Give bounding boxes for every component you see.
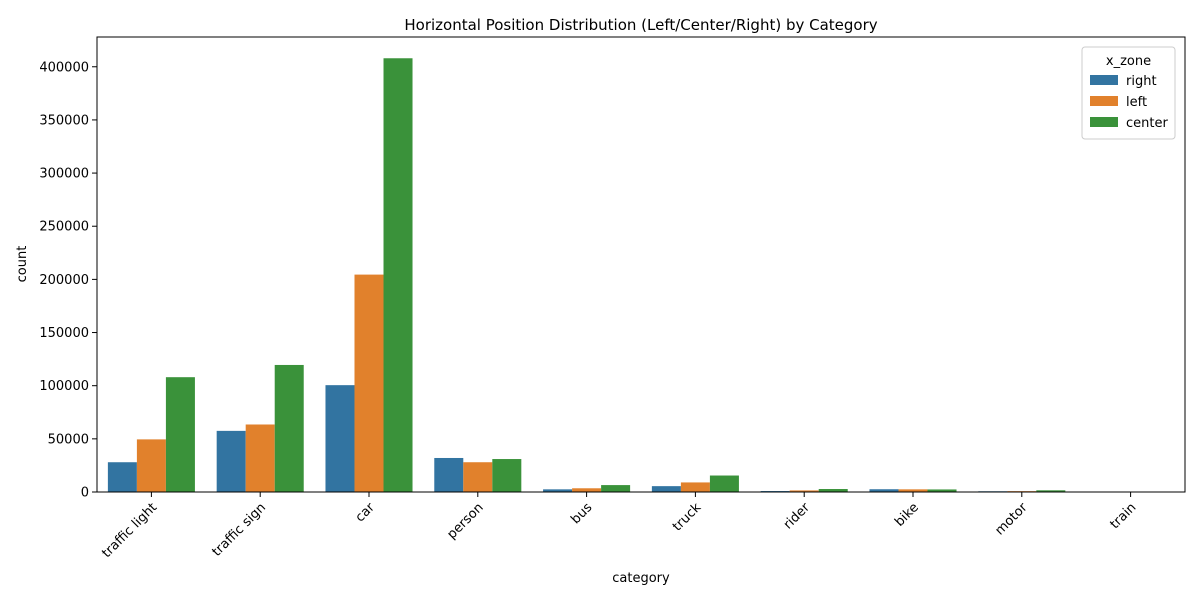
legend-label-center: center	[1126, 116, 1168, 131]
x-tick-label: rider	[781, 500, 814, 533]
y-tick-label: 50000	[48, 432, 89, 447]
bar-right-3	[434, 457, 464, 492]
bar-center-3	[492, 459, 522, 492]
bar-center-6	[818, 489, 848, 492]
bar-left-1	[245, 424, 275, 492]
y-axis-label: count	[15, 246, 30, 283]
x-axis: traffic light traffic sign car person bus tru…	[99, 492, 1139, 561]
bar-right-4	[543, 489, 573, 492]
bars-group	[107, 58, 1175, 492]
bar-left-7	[898, 489, 928, 492]
bar-right-2	[325, 385, 355, 492]
y-tick-label: 300000	[39, 167, 89, 182]
bar-left-2	[354, 274, 384, 492]
bar-left-6	[789, 490, 819, 492]
x-axis-label: category	[612, 571, 670, 586]
x-tick-label: person	[445, 500, 487, 542]
y-tick-label: 0	[81, 486, 89, 501]
bar-center-2	[383, 58, 413, 492]
bar-center-4	[601, 485, 631, 492]
bar-center-5	[709, 475, 739, 492]
legend-swatch-center	[1090, 117, 1118, 127]
legend-swatch-right	[1090, 75, 1118, 85]
chart-title: Horizontal Position Distribution (Left/C…	[404, 16, 877, 34]
x-tick-label: truck	[670, 500, 705, 535]
bar-left-4	[572, 488, 602, 492]
x-tick-label: traffic sign	[210, 500, 269, 559]
bar-right-5	[651, 486, 681, 492]
bar-center-1	[274, 364, 304, 492]
y-axis: 0 50000 100000 150000 200000 250000 300000 3500…	[39, 60, 97, 501]
bar-left-0	[136, 439, 166, 492]
bar-right-0	[107, 462, 137, 492]
legend-label-left: left	[1126, 95, 1147, 110]
bar-center-0	[165, 377, 195, 492]
y-tick-label: 200000	[39, 273, 89, 288]
x-tick-label: train	[1107, 500, 1139, 532]
bar-center-7	[927, 489, 957, 492]
y-tick-label: 400000	[39, 60, 89, 75]
legend-title: x_zone	[1106, 54, 1151, 69]
x-tick-label: motor	[992, 500, 1031, 539]
legend-box	[1081, 46, 1176, 140]
plot-frame	[96, 36, 1186, 493]
y-tick-label: 350000	[39, 113, 89, 128]
bar-left-3	[463, 462, 493, 492]
x-tick-label: bus	[568, 500, 595, 527]
bar-center-8	[1036, 490, 1066, 492]
legend-label-right: right	[1126, 74, 1157, 89]
y-tick-label: 250000	[39, 220, 89, 235]
x-tick-label: bike	[892, 500, 922, 530]
y-tick-label: 150000	[39, 326, 89, 341]
bar-left-5	[680, 482, 710, 492]
bar-right-7	[869, 489, 899, 492]
legend-swatch-left	[1090, 96, 1118, 106]
x-tick-label: car	[353, 500, 379, 526]
bar-right-1	[216, 430, 246, 492]
x-tick-label: traffic light	[99, 500, 160, 561]
y-tick-label: 100000	[39, 379, 89, 394]
